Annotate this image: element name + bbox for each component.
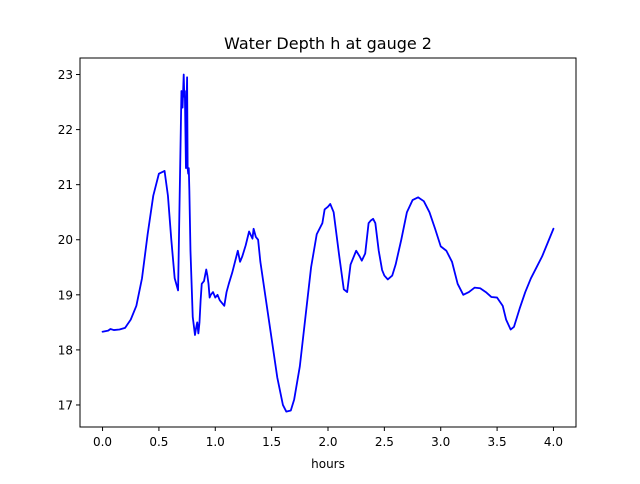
x-axis-label: hours xyxy=(311,457,345,471)
y-tick-label: 19 xyxy=(58,288,73,302)
y-tick-label: 18 xyxy=(58,343,73,357)
y-tick-label: 17 xyxy=(58,398,73,412)
x-tick-label: 2.5 xyxy=(375,435,394,449)
plot-area-frame xyxy=(79,57,577,428)
y-tick-label: 22 xyxy=(58,123,73,137)
x-tick-label: 0.5 xyxy=(149,435,168,449)
y-tick-label: 21 xyxy=(58,178,73,192)
x-tick-label: 1.0 xyxy=(206,435,225,449)
y-tick-label: 23 xyxy=(58,68,73,82)
x-tick-label: 2.0 xyxy=(318,435,337,449)
y-axis: 17 18 19 20 21 22 23 xyxy=(58,68,80,412)
x-tick-label: 1.5 xyxy=(262,435,281,449)
y-tick-label: 20 xyxy=(58,233,73,247)
chart-title: Water Depth h at gauge 2 xyxy=(224,34,432,53)
x-tick-label: 4.0 xyxy=(544,435,563,449)
data-series-line xyxy=(101,73,555,413)
x-tick-label: 3.0 xyxy=(431,435,450,449)
x-tick-label: 0.0 xyxy=(93,435,112,449)
x-axis: 0.0 0.5 1.0 1.5 2.0 2.5 3.0 3.5 4.0 xyxy=(93,427,563,449)
x-tick-label: 3.5 xyxy=(488,435,507,449)
